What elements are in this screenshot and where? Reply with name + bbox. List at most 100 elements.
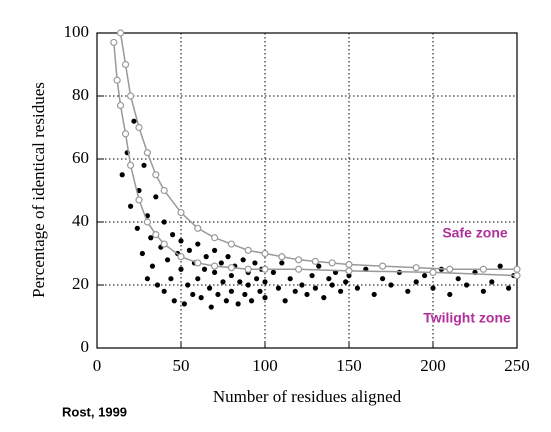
point xyxy=(329,282,335,288)
point xyxy=(252,260,258,266)
curve-marker xyxy=(177,253,185,261)
point xyxy=(388,282,394,288)
point xyxy=(262,295,268,301)
point xyxy=(223,298,229,304)
point xyxy=(371,291,377,298)
curve-marker xyxy=(513,271,521,280)
point xyxy=(154,282,161,288)
point xyxy=(270,269,276,275)
point xyxy=(242,291,248,298)
point xyxy=(455,276,461,282)
point xyxy=(190,291,196,298)
point xyxy=(309,272,315,279)
curve-marker xyxy=(127,161,135,169)
point xyxy=(235,301,241,307)
point xyxy=(316,263,322,269)
point xyxy=(282,298,288,304)
curve-marker xyxy=(116,29,125,37)
point xyxy=(480,288,486,294)
point xyxy=(171,298,177,304)
curve-marker xyxy=(194,259,202,267)
point xyxy=(178,238,184,244)
point xyxy=(489,279,495,285)
point xyxy=(380,276,386,282)
y-tick-label: 100 xyxy=(64,22,90,41)
curve-marker xyxy=(446,265,454,273)
curve-marker xyxy=(127,92,135,100)
point xyxy=(203,254,209,260)
curve-marker xyxy=(412,264,420,272)
point xyxy=(346,272,352,279)
point xyxy=(354,285,360,291)
x-axis-label: Number of residues aligned xyxy=(213,387,402,406)
point xyxy=(206,285,213,291)
point xyxy=(212,269,218,275)
y-tick-label: 0 xyxy=(81,337,90,356)
point xyxy=(338,288,344,294)
point xyxy=(248,298,255,304)
point xyxy=(447,291,453,298)
point xyxy=(164,257,171,263)
point xyxy=(161,219,167,225)
point xyxy=(279,260,285,266)
point xyxy=(275,285,282,291)
curve-marker xyxy=(177,208,185,217)
curve-marker xyxy=(121,130,130,138)
curve-marker xyxy=(278,253,286,261)
point xyxy=(464,282,470,288)
curve-marker xyxy=(227,264,235,272)
credit: Rost, 1999 xyxy=(62,404,127,419)
point xyxy=(119,172,125,178)
point xyxy=(343,279,349,285)
point xyxy=(304,291,310,298)
curve-marker xyxy=(135,196,143,204)
curve-marker xyxy=(160,240,168,248)
y-tick-label: 20 xyxy=(72,274,89,293)
point xyxy=(208,304,214,310)
point xyxy=(422,272,428,279)
curve-marker xyxy=(295,265,303,273)
curve-marker xyxy=(261,249,269,258)
point xyxy=(312,285,318,291)
point xyxy=(201,266,208,272)
point xyxy=(186,247,192,253)
curve-marker xyxy=(121,60,130,69)
annotation: Twilight zone xyxy=(423,310,511,326)
curve-marker xyxy=(261,265,269,273)
curve-marker xyxy=(311,257,319,265)
point xyxy=(181,301,187,307)
curve-marker xyxy=(513,265,521,273)
annotation: Safe zone xyxy=(442,225,508,241)
curve-marker xyxy=(143,149,151,157)
x-tick-label: 50 xyxy=(173,356,190,375)
point xyxy=(185,282,191,288)
point xyxy=(134,225,140,231)
point xyxy=(321,295,327,301)
point xyxy=(148,235,154,241)
point xyxy=(195,276,201,282)
x-tick-label: 0 xyxy=(93,356,102,375)
curve-marker xyxy=(143,218,151,226)
curve-marker xyxy=(194,224,202,232)
point xyxy=(262,279,268,285)
y-tick-label: 80 xyxy=(72,85,89,104)
x-tick-label: 200 xyxy=(420,356,446,375)
point xyxy=(299,282,305,288)
y-axis-label: Percentage of identical residues xyxy=(29,82,48,298)
point xyxy=(195,241,201,247)
point xyxy=(149,263,156,269)
curve-marker xyxy=(227,240,235,248)
curve-marker xyxy=(244,265,252,273)
curve-marker xyxy=(429,268,437,276)
curve-marker xyxy=(244,246,252,254)
point xyxy=(245,282,251,288)
point xyxy=(168,276,174,282)
point xyxy=(139,250,145,257)
curve-marker xyxy=(152,171,160,179)
point xyxy=(161,288,167,294)
curve-marker xyxy=(479,265,487,273)
curve-marker xyxy=(116,101,125,110)
point xyxy=(292,288,298,294)
point xyxy=(228,288,234,294)
